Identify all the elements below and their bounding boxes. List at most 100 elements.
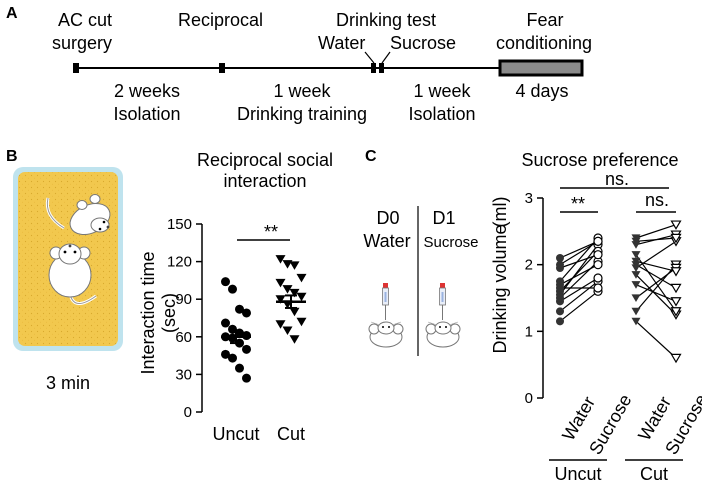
chart-b-category-cut: Cut: [277, 424, 305, 444]
sucrose-point-cut: [670, 353, 682, 364]
data-point-cut: [289, 307, 300, 317]
sucrose-point-uncut: [593, 250, 603, 260]
data-point-cut: [275, 320, 286, 329]
pair-line-uncut: [559, 264, 599, 286]
event-sucrose: Sucrose: [390, 33, 456, 53]
sucrose-point-cut: [670, 297, 682, 307]
day-d1: D1: [432, 208, 455, 228]
mouse-subject-icon: [48, 243, 97, 305]
pair-line-cut: [635, 320, 677, 359]
data-point-uncut: [235, 363, 244, 373]
water-point-uncut: [556, 317, 564, 326]
chart-c-group-uncut: Uncut: [554, 464, 601, 484]
data-point-uncut: [242, 373, 251, 383]
y-tick-label: 150: [167, 216, 192, 233]
chart-b-title-line2: interaction: [223, 171, 306, 191]
pair-line-uncut: [559, 244, 599, 296]
duration-training-line1: 1 week: [273, 81, 331, 101]
data-point-cut: [282, 285, 293, 294]
panel-c-letter: C: [365, 148, 377, 165]
panel-a-letter: A: [6, 5, 18, 22]
arena-duration: 3 min: [46, 373, 90, 393]
y-tick-label: 1: [525, 323, 533, 340]
duration-fear: 4 days: [515, 81, 568, 101]
data-point-uncut: [228, 353, 237, 363]
event-surgery-line2: surgery: [52, 33, 112, 53]
chart-c-sig-cut: ns.: [645, 190, 669, 210]
data-point-cut: [296, 292, 307, 302]
mouse-d0-icon: [368, 321, 404, 348]
sucrose-pointer: [381, 51, 391, 64]
chart-c-sig-uncut: **: [571, 194, 585, 214]
pair-line-cut: [635, 237, 677, 242]
chart-c-group-cut: Cut: [640, 464, 668, 484]
chart-b-ticks: 0 30 60 90 120 150: [167, 216, 202, 421]
water-point-cut: [631, 294, 641, 303]
sucrose-point-uncut: [593, 260, 603, 270]
pair-line-cut: [635, 274, 677, 316]
panel-b-letter: B: [6, 148, 18, 165]
data-point-cut: [275, 255, 286, 264]
chart-reciprocal-interaction: Reciprocal social interaction Interactio…: [138, 150, 333, 444]
data-point-uncut: [242, 344, 251, 354]
data-point-uncut: [221, 349, 230, 359]
pair-line-cut: [635, 254, 677, 312]
sucrose-point-uncut: [593, 273, 603, 283]
y-tick-label: 60: [175, 329, 192, 346]
y-tick-label: 30: [175, 366, 192, 383]
fear-conditioning-block: [498, 59, 584, 77]
pair-line-uncut: [559, 254, 599, 269]
sucrose-point-cut: [670, 233, 682, 244]
data-point-cut: [289, 261, 300, 270]
event-fear-line2: conditioning: [496, 33, 592, 53]
water-point-uncut: [556, 307, 564, 316]
y-tick-label: 0: [184, 404, 192, 421]
pair-line-uncut: [559, 280, 599, 312]
water-pointer: [364, 51, 375, 64]
bottle-sucrose: Sucrose: [423, 234, 478, 251]
duration-isolation2-line1: 1 week: [413, 81, 471, 101]
sucrose-point-uncut: [593, 283, 603, 293]
y-tick-label: 2: [525, 257, 533, 274]
duration-training-line2: Drinking training: [237, 104, 367, 124]
pair-line-uncut: [559, 290, 599, 322]
duration-isolation1-line2: Isolation: [113, 104, 180, 124]
chart-c-ticks: 0 1 2 3: [525, 190, 543, 407]
sucrose-point-cut: [670, 283, 682, 294]
data-point-uncut: [221, 318, 230, 328]
pair-line-cut: [635, 284, 677, 302]
marker-sucrose: [379, 63, 384, 73]
water-point-uncut: [556, 277, 564, 286]
water-bottle-icon: [382, 283, 389, 320]
data-point-uncut: [221, 277, 230, 287]
data-point-cut: [275, 278, 286, 288]
sucrose-bottle-icon: [439, 283, 446, 320]
chart-b-ylabel-unit: (sec): [159, 293, 179, 333]
mouse-stranger-icon: [45, 194, 111, 235]
pair-line-uncut: [559, 250, 599, 292]
pair-line-cut: [635, 224, 677, 239]
marker-surgery: [73, 63, 79, 73]
day-d0: D0: [376, 208, 399, 228]
water-point-cut: [631, 261, 641, 269]
chart-b-marks: [221, 255, 307, 383]
data-point-cut: [296, 317, 307, 327]
water-point-cut: [631, 307, 641, 316]
pair-line-uncut: [559, 260, 599, 299]
y-tick-label: 90: [175, 291, 192, 308]
pair-line-cut: [635, 260, 677, 272]
data-point-cut: [275, 295, 286, 304]
pair-line-cut: [635, 264, 677, 312]
data-point-uncut: [235, 304, 244, 314]
duration-isolation2-line2: Isolation: [408, 104, 475, 124]
chart-c-sig-between: ns.: [605, 169, 629, 189]
data-point-cut: [296, 273, 307, 283]
chart-b-sig-label: **: [264, 222, 278, 242]
water-point-uncut: [556, 254, 564, 262]
data-point-cut: [282, 326, 293, 336]
water-point-cut: [631, 317, 641, 326]
water-point-cut: [631, 271, 641, 279]
sucrose-point-uncut: [593, 236, 603, 246]
chart-sucrose-preference: Sucrose preference Drinking volume (ml) …: [490, 150, 702, 484]
